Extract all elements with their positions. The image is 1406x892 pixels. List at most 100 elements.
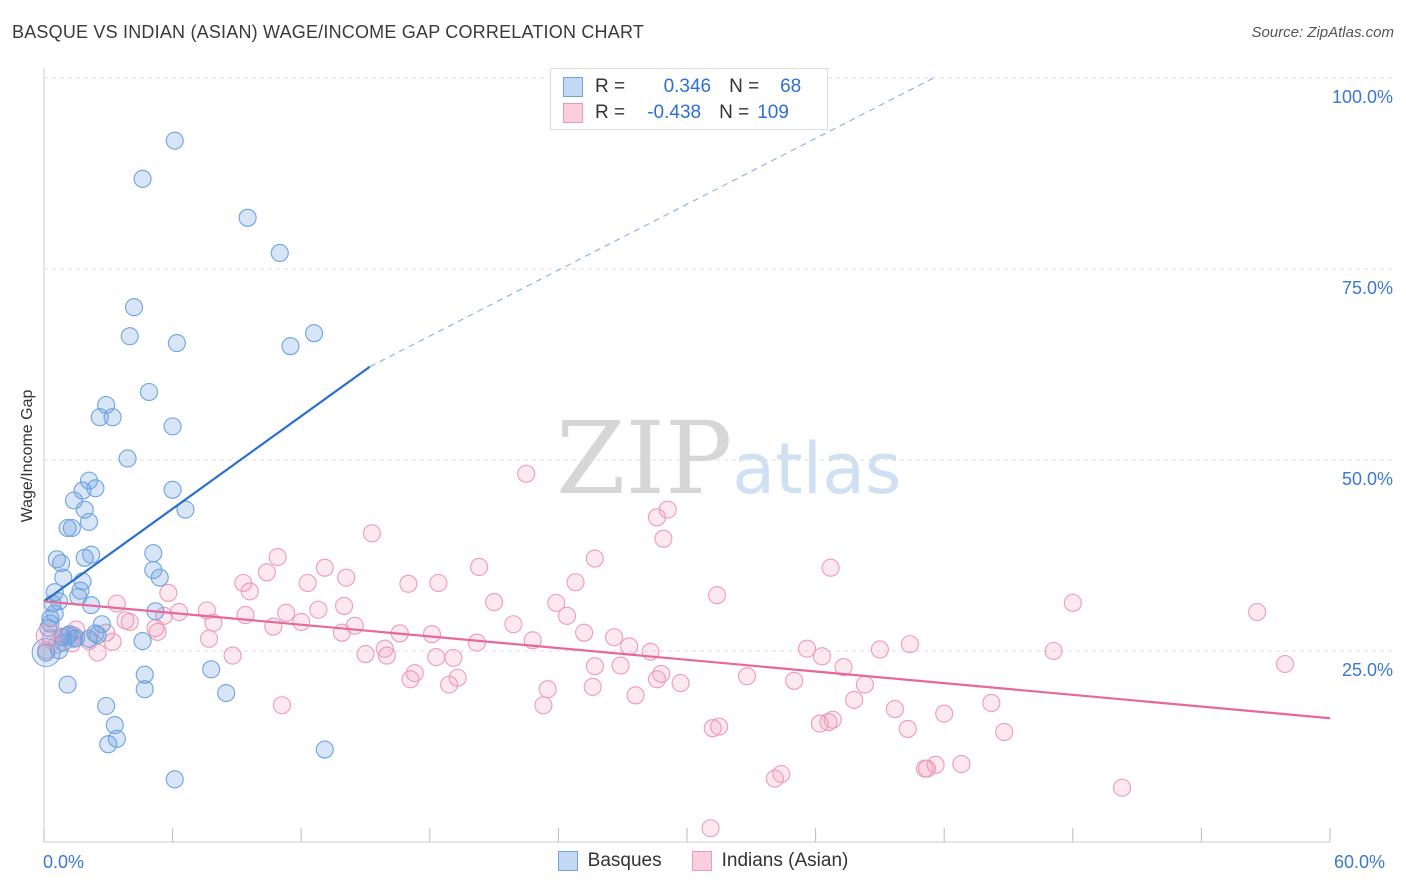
n-value: 68 (780, 76, 802, 97)
basques-point (305, 324, 324, 343)
indians-point (298, 573, 317, 593)
indians-point (335, 596, 354, 615)
indians-point (148, 622, 167, 641)
indians-point (900, 635, 919, 654)
basques-point (133, 169, 152, 188)
indians-point (199, 629, 219, 648)
indians-point (658, 500, 677, 519)
indians-point (534, 696, 553, 715)
indians-point (444, 648, 463, 667)
y-tick-label: 75.0% (1342, 278, 1393, 298)
legend-row-indians: R = -0.438 N = 109 (563, 100, 799, 126)
indians-point (309, 600, 328, 619)
indians-point (470, 557, 489, 577)
indians-point (935, 704, 954, 723)
indians-point (605, 628, 624, 647)
indians-point (401, 670, 420, 689)
basques-point (90, 408, 109, 427)
indians-point (703, 719, 722, 738)
indians-point (120, 612, 139, 632)
basques-point (58, 518, 77, 538)
basques-point (62, 518, 81, 538)
source-label: Source: ZipAtlas.com (1251, 24, 1394, 41)
indians-point (538, 680, 557, 699)
indians-point (159, 583, 178, 602)
indians-point (103, 632, 122, 651)
basques-point (165, 770, 184, 789)
indians-point (1248, 602, 1267, 622)
indians-point (737, 667, 757, 686)
indians-point (375, 639, 394, 658)
basques-point (82, 545, 101, 564)
indians-point (485, 593, 504, 612)
basques-point (163, 417, 182, 436)
basques-point (176, 500, 195, 519)
indians-swatch-icon (563, 103, 583, 123)
indians-point (356, 645, 375, 664)
indians-point (707, 586, 727, 605)
basques-point (105, 716, 124, 735)
basques-point (120, 327, 139, 346)
basques-point (92, 615, 111, 634)
indians-point (821, 558, 840, 577)
basques-point (139, 382, 159, 402)
watermark-atlas: atlas (732, 428, 902, 510)
r-label: R = (595, 76, 626, 97)
indians-point (765, 769, 784, 788)
basques-point (37, 643, 56, 662)
basques-point (133, 632, 152, 651)
indians-point (429, 573, 448, 593)
basques-point (144, 560, 163, 580)
indians-point (1044, 641, 1063, 661)
indians-point (337, 568, 356, 587)
indians-point (1275, 654, 1295, 674)
indians-point (427, 648, 446, 667)
indians-point (772, 764, 791, 784)
basques-swatch-icon (563, 77, 583, 97)
basques-point (217, 683, 236, 703)
basques-legend-icon (557, 851, 578, 871)
indians-point (517, 464, 536, 483)
indians-legend-icon (691, 851, 712, 871)
basques-point (58, 675, 77, 694)
indians-point (315, 558, 334, 577)
x-tick-max: 60.0% (1334, 852, 1386, 872)
indians-point (885, 700, 904, 719)
indians-point (566, 573, 585, 592)
indians-point (504, 615, 523, 634)
basques-point (124, 298, 144, 317)
indians-point (292, 612, 311, 632)
indians-point (585, 657, 604, 676)
indians-point (88, 643, 107, 662)
legend-item-basques[interactable]: Basques (557, 850, 662, 872)
n-label: N = (729, 76, 760, 97)
indians-point (834, 657, 853, 677)
indians-point (995, 722, 1014, 742)
basques-point (202, 660, 221, 679)
indians-point (870, 640, 889, 659)
indians-point (626, 686, 645, 705)
indians-point (277, 603, 296, 622)
r-value: 0.346 (663, 76, 712, 97)
basques-point (281, 337, 300, 356)
indians-point (257, 563, 276, 582)
indians-point (422, 625, 441, 644)
indians-point (710, 717, 729, 736)
basques-point (135, 665, 154, 684)
indians-point (467, 633, 487, 652)
indians-point (797, 639, 817, 658)
indians-point (812, 647, 832, 666)
basques-point (163, 480, 182, 499)
basques-point (150, 568, 169, 587)
basques-point (39, 619, 58, 638)
basques-point-large (31, 638, 61, 668)
indians-point (845, 690, 864, 709)
y-tick-label: 100.0% (1332, 87, 1393, 107)
indians-point (620, 637, 639, 656)
indians-point (855, 675, 874, 694)
indians-point (583, 677, 602, 696)
basques-point (52, 554, 71, 573)
watermark: ZIPatlas (556, 400, 901, 517)
indians-point (952, 755, 971, 774)
legend-item-indians[interactable]: Indians (Asian) (691, 850, 848, 872)
